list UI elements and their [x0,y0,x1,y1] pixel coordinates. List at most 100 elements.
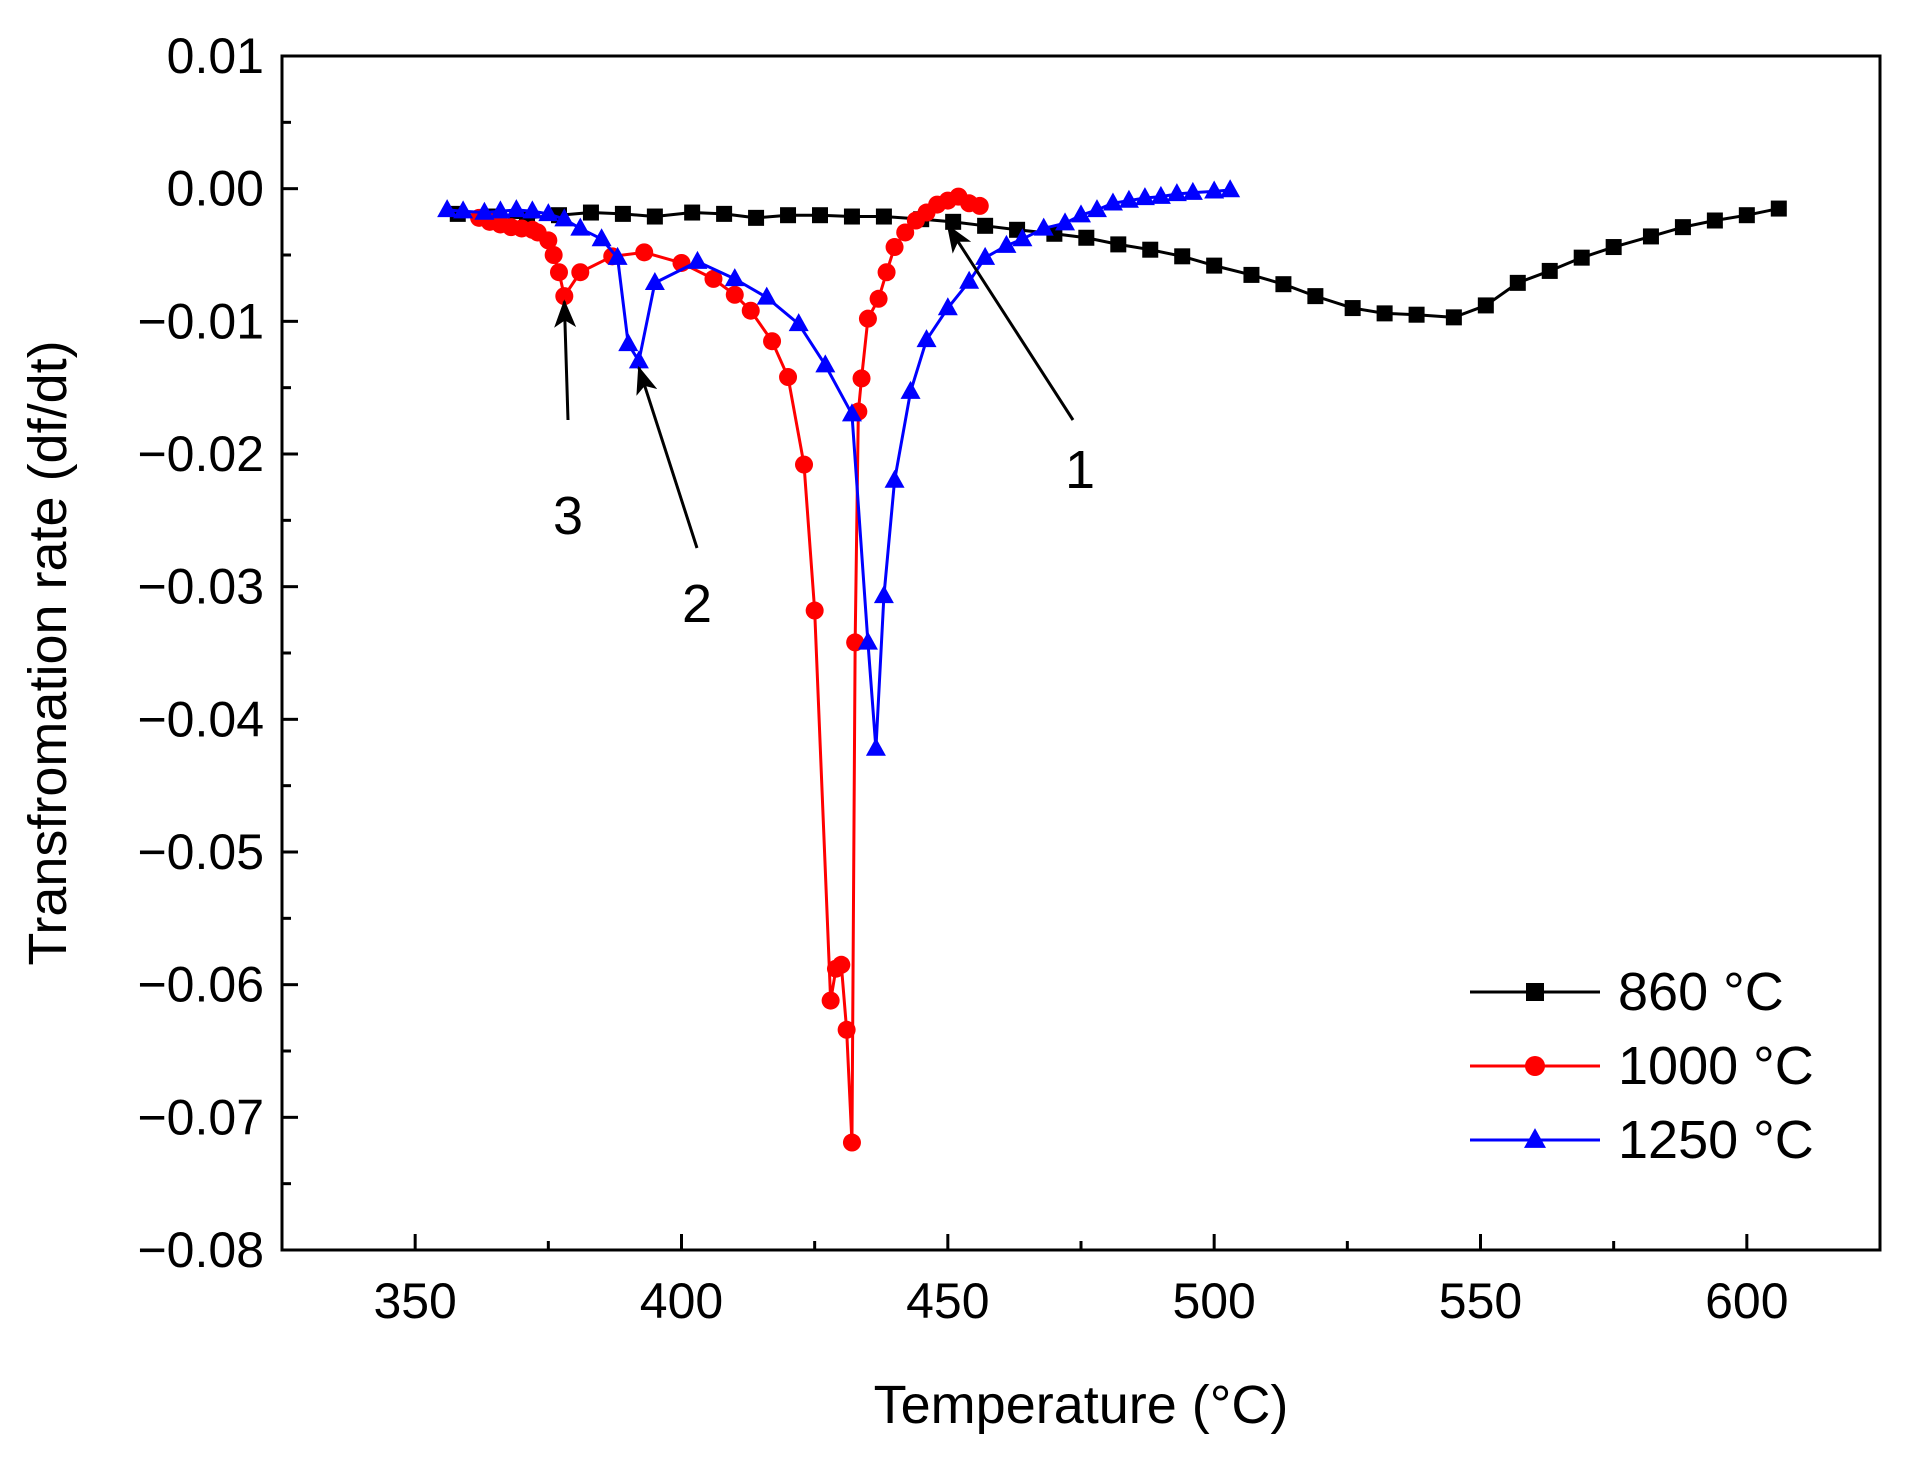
data-point [780,207,797,224]
legend: 860 °C 1000 °C 1250 °C [1470,962,1814,1170]
data-point [582,204,599,221]
annotation-label: 1 [1065,440,1095,500]
data-point [1541,262,1558,279]
data-point [873,585,894,604]
y-tick-label: −0.02 [137,426,264,482]
data-point [1605,239,1622,256]
data-point [837,1020,856,1039]
legend-item: 1000 °C [1470,1036,1814,1096]
data-point [877,263,896,282]
data-point [1150,185,1171,204]
y-tick-label: −0.05 [137,824,264,880]
data-point [1078,229,1095,246]
y-tick-label: −0.04 [137,691,264,747]
data-point [1376,305,1393,322]
data-point [1770,200,1787,217]
data-point [1445,309,1462,326]
y-tick-label: −0.08 [137,1222,264,1278]
data-point [1674,219,1691,236]
data-point [1408,306,1425,323]
annotation-label: 3 [553,486,583,546]
data-point [916,329,937,348]
data-point [843,208,860,225]
data-point [832,955,851,974]
data-point [474,201,495,220]
data-point [896,223,915,242]
data-point [1307,288,1324,305]
data-point [756,286,777,305]
data-point [741,301,760,320]
series-2 [437,179,1241,756]
x-tick-label: 550 [1439,1273,1522,1329]
data-point [725,285,744,304]
data-point [538,203,559,222]
data-point [1055,212,1076,231]
axis-ticks: 350 400 450 500 550 600 0.01 0.00 −0.01 −0.02 −0.0… [137,28,1882,1329]
data-point [1642,228,1659,245]
data-point [1243,266,1260,283]
x-tick-label: 350 [373,1273,456,1329]
legend-marker [1525,1056,1545,1076]
data-point [539,231,558,250]
y-tick-label: 0.01 [167,28,264,84]
data-point [970,196,989,215]
legend-item: 1250 °C [1470,1110,1814,1170]
annotations: 1 2 3 [553,224,1095,634]
x-tick-label: 450 [906,1273,989,1329]
data-point [628,350,649,369]
legend-item: 860 °C [1470,962,1784,1022]
data-point [815,354,836,373]
data-point [506,199,527,218]
data-point [618,333,639,352]
data-point [842,1133,861,1152]
data-point [1033,217,1054,236]
data-point [554,208,575,227]
data-point [490,200,511,219]
data-point [1102,192,1123,211]
data-point [644,272,665,291]
data-point [805,601,824,620]
annotation-label: 2 [682,574,712,634]
data-point [858,309,877,328]
data-point [900,380,921,399]
x-tick-label: 600 [1705,1273,1788,1329]
data-point [977,217,994,234]
data-point [779,368,798,387]
data-point [1012,228,1033,247]
data-point [1509,274,1526,291]
data-point [795,455,814,474]
data-point [885,238,904,257]
data-point [724,268,745,287]
data-point [646,208,663,225]
legend-label: 1000 °C [1618,1036,1814,1096]
data-point [959,270,980,289]
y-axis-title: Transfromation rate (df/dt) [18,340,78,965]
data-point [1706,212,1723,229]
data-point [591,228,612,247]
annotation-arrow [636,365,699,549]
x-tick-label: 500 [1172,1273,1255,1329]
x-tick-label: 400 [640,1273,723,1329]
data-point [549,263,568,282]
series-1 [470,187,989,1152]
data-point [788,313,809,332]
data-point [635,243,654,262]
legend-marker [1524,1128,1546,1148]
y-tick-label: −0.07 [137,1089,264,1145]
data-point [570,217,591,236]
data-point [1204,180,1225,199]
legend-marker [1526,983,1544,1001]
data-point [1166,183,1187,202]
data-point [1738,207,1755,224]
data-point [716,205,733,222]
data-point [544,246,563,264]
data-point [763,332,782,351]
data-point [1206,257,1223,274]
y-tick-label: −0.06 [137,957,264,1013]
legend-label: 1250 °C [1618,1110,1814,1170]
data-point [884,469,905,488]
data-point [1110,236,1127,253]
data-point [975,246,996,265]
annotation-arrow [554,299,577,421]
data-point [437,199,458,218]
